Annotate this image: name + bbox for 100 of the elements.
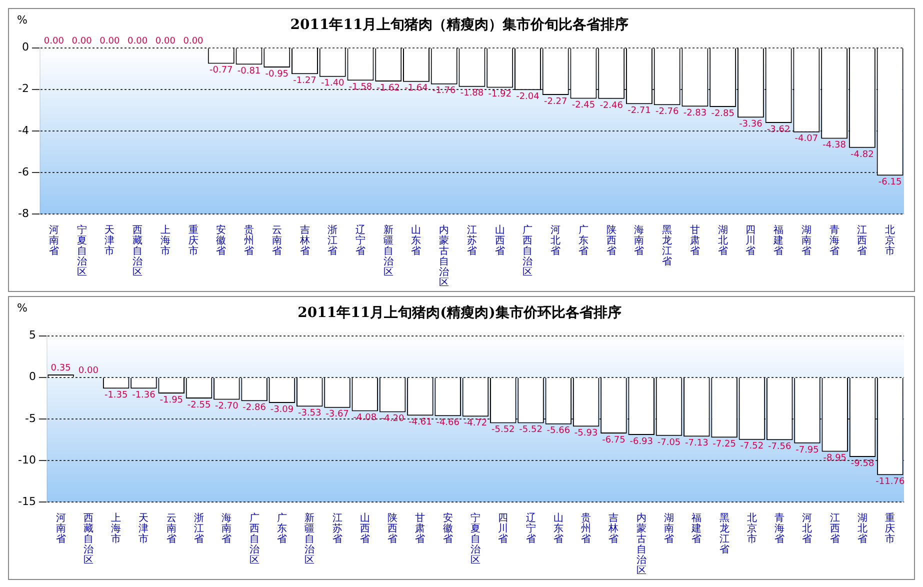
data-label: -4.82 xyxy=(850,150,874,160)
data-label: -3.62 xyxy=(766,124,790,135)
x-tick-label: 山东省 xyxy=(411,224,422,257)
data-label: -1.92 xyxy=(488,90,512,100)
data-label: -1.64 xyxy=(404,84,428,94)
data-label: -7.25 xyxy=(712,439,736,450)
x-tick-label: 江苏省 xyxy=(466,224,477,257)
x-tick-label: 山西省 xyxy=(360,512,370,545)
data-label: -6.75 xyxy=(602,435,626,446)
x-tick-label: 黑龙江省 xyxy=(719,512,730,556)
x-tick-label: 湖南省 xyxy=(801,224,812,257)
y-tick-label: -4 xyxy=(18,124,29,137)
data-label: 0.35 xyxy=(50,363,71,374)
data-label: -2.55 xyxy=(187,400,211,410)
y-tick-label: -6 xyxy=(18,165,29,178)
x-tick-label: 云南省 xyxy=(272,224,282,257)
x-tick-label: 山东省 xyxy=(553,512,564,545)
data-label: -6.93 xyxy=(630,436,654,447)
data-label: -2.27 xyxy=(544,96,568,107)
y-axis-title: % xyxy=(17,13,28,26)
x-tick-label: 江苏省 xyxy=(332,512,342,545)
x-tick-label: 辽宁省 xyxy=(355,224,366,257)
x-tick-label: 广西自治区 xyxy=(249,512,260,566)
x-tick-label: 四川省 xyxy=(498,512,508,545)
data-label: -0.81 xyxy=(237,66,261,76)
data-label: 0.00 xyxy=(155,36,176,47)
y-tick-label: -10 xyxy=(18,453,36,466)
x-tick-label: 福建省 xyxy=(690,512,702,545)
data-label: -7.95 xyxy=(796,445,819,456)
x-tick-label: 甘肃省 xyxy=(415,512,426,545)
x-tick-label: 江西省 xyxy=(830,512,840,545)
data-label: -2.46 xyxy=(600,100,624,111)
data-label: -4.08 xyxy=(353,413,377,424)
data-label: -5.52 xyxy=(519,425,542,436)
x-tick-label: 宁夏自治区 xyxy=(470,512,480,566)
data-label: -2.71 xyxy=(628,106,651,116)
data-label: -1.76 xyxy=(432,86,456,96)
x-tick-label: 广东省 xyxy=(578,224,588,257)
data-label: -1.27 xyxy=(293,76,316,86)
data-label: 0.00 xyxy=(100,36,120,47)
data-label: -2.04 xyxy=(516,92,540,102)
x-tick-label: 青海省 xyxy=(829,224,840,257)
y-tick-label: -5 xyxy=(25,412,36,425)
x-tick-label: 湖北省 xyxy=(718,224,728,257)
x-tick-label: 辽宁省 xyxy=(526,512,536,545)
x-tick-label: 海南省 xyxy=(634,224,644,257)
data-label: 0.00 xyxy=(78,366,99,376)
data-label: -3.09 xyxy=(270,404,294,415)
x-tick-label: 天津市 xyxy=(104,224,115,257)
x-tick-label: 北京市 xyxy=(885,224,896,257)
x-tick-label: 新疆自治区 xyxy=(304,512,315,566)
data-label: -1.62 xyxy=(376,83,400,94)
data-label: -4.72 xyxy=(464,418,488,428)
x-tick-label: 贵州省 xyxy=(581,512,592,545)
data-label: -6.15 xyxy=(878,177,902,188)
x-tick-label: 新疆自治区 xyxy=(383,224,394,278)
data-label: -3.53 xyxy=(298,408,322,419)
data-label: -4.20 xyxy=(380,414,404,424)
data-label: -2.86 xyxy=(242,402,266,413)
data-label: -9.58 xyxy=(850,458,874,469)
x-tick-label: 西藏自治区 xyxy=(83,512,94,566)
y-tick-label: 0 xyxy=(22,40,29,54)
x-tick-label: 浙江省 xyxy=(328,224,338,257)
x-tick-label: 吉林省 xyxy=(608,512,619,545)
x-tick-label: 广东省 xyxy=(276,512,287,545)
x-tick-label: 北京市 xyxy=(746,512,757,545)
x-tick-label: 湖南省 xyxy=(664,512,674,545)
x-tick-label: 宁夏自治区 xyxy=(76,224,87,278)
x-tick-label: 河北省 xyxy=(802,512,812,545)
y-tick-label: 0 xyxy=(28,370,36,384)
x-tick-label: 重庆市 xyxy=(885,512,896,545)
data-label: 0.00 xyxy=(183,36,204,47)
data-label: 0.00 xyxy=(44,36,64,47)
data-label: -0.77 xyxy=(209,66,233,76)
y-tick-label: -15 xyxy=(18,494,36,508)
data-label: -7.05 xyxy=(657,438,681,448)
x-tick-label: 天津市 xyxy=(138,512,149,545)
x-tick-label: 河南省 xyxy=(56,512,66,545)
data-label: -2.70 xyxy=(215,402,239,412)
x-tick-label: 陕西省 xyxy=(606,224,616,257)
data-label: -8.95 xyxy=(823,454,847,464)
y-tick-label: -8 xyxy=(18,206,29,220)
data-label: -4.38 xyxy=(822,140,846,151)
data-label: -1.58 xyxy=(348,82,372,92)
data-label: -3.36 xyxy=(739,119,763,130)
x-tick-label: 云南省 xyxy=(166,512,176,545)
x-tick-label: 上海市 xyxy=(160,224,170,257)
data-label: -11.76 xyxy=(876,476,905,487)
data-label: -0.95 xyxy=(265,69,289,80)
chart-title: 2011年11月上旬猪肉（精瘦肉）集市价旬比各省排序 xyxy=(290,16,629,34)
chart-title: 2011年11月上旬猪肉(精瘦肉)集市价环比各省排序 xyxy=(298,304,622,322)
data-label: -2.45 xyxy=(572,100,596,111)
x-tick-label: 上海市 xyxy=(111,512,122,545)
data-label: -4.61 xyxy=(408,418,432,428)
y-tick-label: 5 xyxy=(28,328,36,342)
x-tick-label: 海南省 xyxy=(222,512,232,545)
data-label: -4.07 xyxy=(794,134,818,144)
x-tick-label: 河南省 xyxy=(48,224,59,257)
x-tick-label: 福建省 xyxy=(772,224,784,257)
x-tick-label: 河北省 xyxy=(550,224,561,257)
